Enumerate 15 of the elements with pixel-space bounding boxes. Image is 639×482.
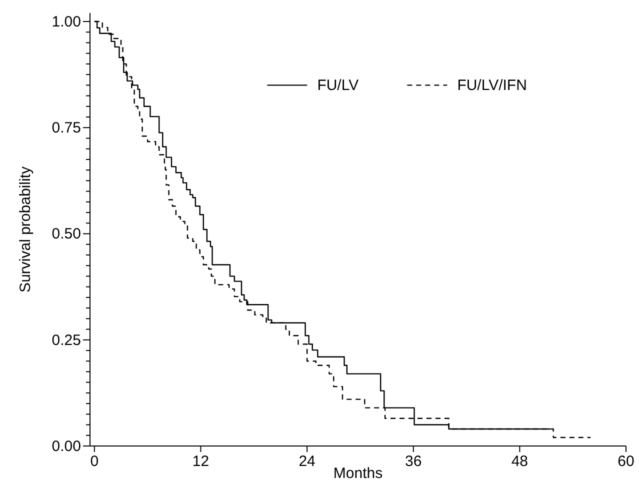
y-tick-label: 1.00 [52,13,81,30]
x-tick-label: 0 [90,453,99,470]
y-axis-title: Survival probability [17,166,34,292]
x-tick-label: 24 [298,453,316,470]
x-axis-title: Months [333,465,383,482]
x-tick-label: 60 [618,453,634,470]
y-tick-label: 0.25 [52,332,81,349]
legend-label: FU/LV/IFN [457,77,527,94]
x-tick-label: 36 [405,453,422,470]
x-tick-label: 48 [511,453,528,470]
y-tick-label: 0.75 [52,120,81,137]
legend-label: FU/LV [317,77,359,94]
x-tick-label: 12 [192,453,210,470]
y-tick-label: 0.50 [52,226,81,243]
y-tick-label: 0.00 [52,438,81,455]
